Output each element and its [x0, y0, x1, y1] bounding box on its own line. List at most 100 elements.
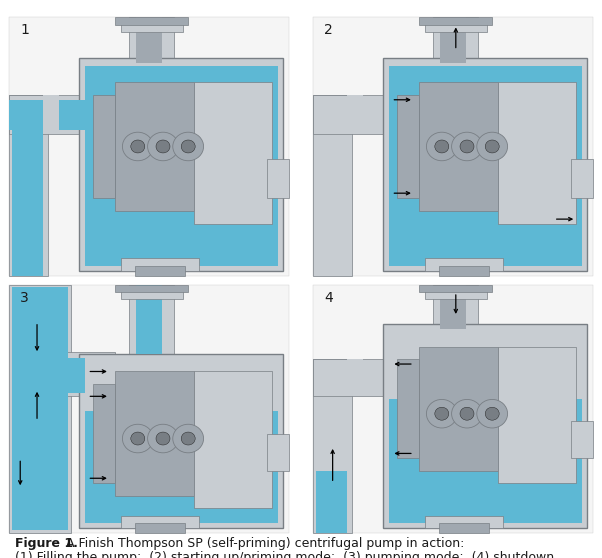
Text: 4: 4	[324, 291, 333, 305]
Circle shape	[426, 400, 457, 428]
Bar	[137, 285, 161, 354]
Circle shape	[485, 140, 499, 153]
Bar	[79, 58, 284, 271]
Bar	[93, 94, 116, 198]
Bar	[121, 290, 182, 300]
Bar	[571, 421, 593, 459]
Bar	[389, 66, 582, 266]
Bar	[439, 266, 489, 276]
Bar	[383, 324, 588, 528]
Bar	[347, 359, 364, 396]
Bar	[441, 17, 465, 64]
Text: (1) Filling the pump;  (2) starting up/priming mode;  (3) pumping mode;  (4) shu: (1) Filling the pump; (2) starting up/pr…	[15, 551, 554, 558]
Bar	[116, 372, 194, 496]
Bar	[433, 285, 478, 329]
Bar	[85, 357, 278, 411]
Circle shape	[485, 407, 499, 420]
Circle shape	[452, 132, 482, 161]
Circle shape	[122, 132, 153, 161]
Bar	[129, 285, 174, 354]
Bar	[397, 94, 420, 198]
Bar	[116, 285, 188, 292]
Bar	[420, 81, 498, 211]
Bar	[85, 66, 278, 266]
Bar	[425, 290, 486, 300]
Bar	[420, 347, 498, 471]
Bar	[65, 352, 116, 396]
Bar	[116, 81, 194, 211]
Circle shape	[147, 424, 178, 453]
Text: 3: 3	[20, 291, 29, 305]
Bar	[439, 523, 489, 533]
Circle shape	[122, 424, 153, 453]
Circle shape	[181, 432, 195, 445]
Bar	[9, 94, 107, 133]
Circle shape	[173, 424, 203, 453]
Bar	[313, 17, 593, 276]
Bar	[121, 22, 182, 32]
Circle shape	[147, 132, 178, 161]
Bar	[571, 160, 593, 198]
Circle shape	[173, 132, 203, 161]
Bar	[9, 94, 48, 276]
Bar	[194, 81, 272, 224]
Bar	[137, 17, 161, 64]
Bar	[129, 17, 174, 64]
Text: 2: 2	[324, 23, 333, 37]
Bar	[389, 332, 582, 399]
Bar	[194, 372, 272, 508]
Circle shape	[156, 432, 170, 445]
Bar	[267, 434, 289, 471]
Bar	[313, 94, 411, 133]
Bar	[121, 258, 199, 271]
Circle shape	[452, 400, 482, 428]
Text: 1: 1	[20, 23, 29, 37]
Bar	[9, 100, 101, 129]
Bar	[135, 523, 185, 533]
Circle shape	[131, 140, 145, 153]
Bar	[425, 258, 503, 271]
Circle shape	[426, 132, 457, 161]
Bar	[383, 58, 588, 271]
Bar	[313, 359, 352, 533]
Bar	[316, 471, 347, 533]
Bar	[420, 17, 492, 25]
Text: A Finish Thompson SP (self-priming) centrifugal pump in action:: A Finish Thompson SP (self-priming) cent…	[58, 537, 465, 550]
Bar	[389, 399, 582, 523]
Bar	[420, 285, 492, 292]
Circle shape	[156, 140, 170, 153]
Circle shape	[131, 432, 145, 445]
Bar	[433, 17, 478, 64]
Bar	[498, 347, 576, 483]
Bar	[313, 285, 593, 533]
Bar	[9, 285, 70, 533]
Bar	[425, 516, 503, 528]
Bar	[425, 22, 486, 32]
Circle shape	[460, 140, 474, 153]
Bar	[397, 359, 420, 459]
Bar	[313, 359, 411, 396]
Circle shape	[460, 407, 474, 420]
Bar	[116, 17, 188, 25]
Bar	[43, 94, 60, 133]
Bar	[267, 160, 289, 198]
Bar	[313, 94, 352, 276]
Bar	[135, 266, 185, 276]
Bar	[93, 384, 116, 483]
Circle shape	[477, 400, 507, 428]
Circle shape	[435, 407, 449, 420]
Bar	[9, 17, 289, 276]
Bar	[121, 516, 199, 528]
Text: Figure 1.: Figure 1.	[15, 537, 78, 550]
Circle shape	[435, 140, 449, 153]
Circle shape	[477, 132, 507, 161]
Bar	[347, 94, 364, 133]
Bar	[441, 285, 465, 329]
Bar	[9, 285, 289, 533]
Bar	[12, 287, 68, 531]
Bar	[498, 81, 576, 224]
Bar	[85, 411, 278, 523]
Bar	[12, 100, 43, 276]
Bar	[65, 358, 110, 393]
Bar	[79, 354, 284, 528]
